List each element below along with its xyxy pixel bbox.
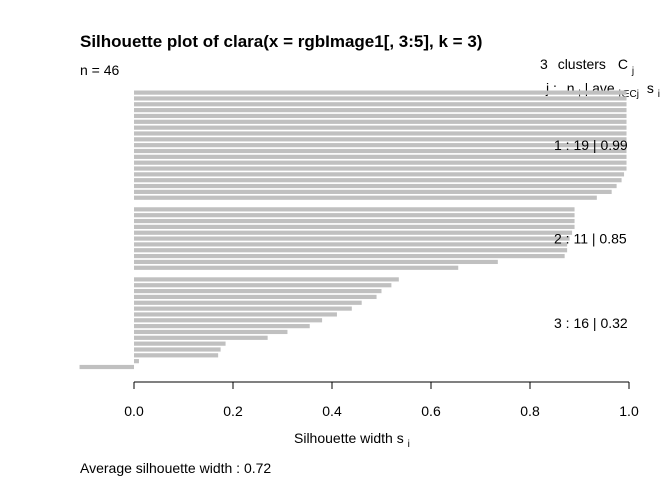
bar-cluster1-6 — [134, 119, 627, 124]
bar-cluster3-2 — [134, 283, 392, 288]
bar-cluster1-15 — [134, 172, 625, 177]
x-tick-label-2: 0.4 — [322, 403, 342, 419]
cluster-label-3: 3 : 16 | 0.32 — [554, 315, 628, 331]
bar-cluster3-7 — [134, 312, 337, 317]
bar-cluster3-10 — [134, 329, 288, 335]
bar-cluster3-1 — [134, 277, 399, 282]
bar-cluster3-13 — [134, 347, 221, 352]
bar-cluster1-18 — [134, 189, 612, 194]
bar-cluster1-2 — [134, 96, 627, 101]
legend-header-row1: 3 clusters C j — [540, 56, 634, 77]
chart-title: Silhouette plot of clara(x = rgbImage1[,… — [80, 32, 482, 51]
bar-cluster3-11 — [134, 335, 268, 340]
bar-cluster3-15 — [134, 359, 139, 364]
bar-cluster1-3 — [134, 102, 627, 107]
x-tick-label-3: 0.6 — [421, 403, 441, 419]
legend-n: n — [567, 80, 575, 96]
bar-cluster2-7 — [134, 242, 568, 247]
legend-c: C — [618, 56, 628, 72]
legend-ave-sub: i∈Cj — [619, 89, 639, 100]
bar-cluster2-5 — [134, 230, 573, 235]
bar-cluster2-3 — [134, 218, 575, 224]
legend-j: j : — [545, 80, 557, 96]
bar-cluster3-5 — [134, 300, 362, 305]
bar-cluster1-5 — [134, 113, 627, 119]
bar-cluster3-8 — [134, 318, 323, 323]
bar-cluster2-1 — [134, 207, 575, 212]
legend-c-sub: j — [631, 66, 634, 77]
legend-s: s — [647, 80, 654, 96]
legend-clusters-word: clusters — [558, 56, 606, 72]
x-axis-label-sub: i — [408, 439, 410, 450]
bar-cluster3-16 — [79, 364, 134, 370]
legend-s-sub: i — [658, 89, 660, 100]
bar-cluster2-2 — [134, 213, 575, 218]
x-tick-label-0: 0.0 — [124, 403, 144, 419]
bar-cluster1-11 — [134, 148, 627, 154]
bar-cluster3-6 — [134, 306, 352, 311]
x-axis-label-text: Silhouette width s — [294, 430, 404, 446]
cluster-label-2: 2 : 11 | 0.85 — [554, 231, 627, 247]
bar-cluster3-9 — [134, 324, 310, 329]
bar-cluster1-14 — [134, 166, 627, 171]
bar-cluster1-17 — [134, 183, 617, 189]
bar-cluster1-13 — [134, 160, 627, 165]
x-tick-label-5: 1.0 — [619, 403, 639, 419]
bar-cluster2-4 — [134, 224, 575, 229]
bar-cluster2-9 — [134, 253, 565, 259]
bar-cluster2-10 — [134, 259, 498, 265]
bar-cluster3-12 — [134, 341, 226, 346]
bar-cluster1-7 — [134, 125, 627, 130]
x-tick-label-1: 0.2 — [223, 403, 243, 419]
bar-cluster1-10 — [134, 143, 627, 148]
bar-cluster1-1 — [134, 90, 627, 95]
bar-cluster3-3 — [134, 288, 382, 294]
bar-cluster3-4 — [134, 294, 377, 300]
bar-cluster2-8 — [134, 248, 568, 253]
legend-cluster-count: 3 — [540, 56, 548, 72]
bar-cluster3-14 — [134, 353, 219, 358]
bar-cluster1-19 — [134, 195, 597, 200]
x-axis: 0.0 0.2 0.4 0.6 0.8 1.0 — [124, 381, 639, 419]
cluster-labels-group: 1 : 19 | 0.99 2 : 11 | 0.85 3 : 16 | 0.32 — [554, 137, 628, 331]
x-axis-label: Silhouette width s i — [294, 430, 410, 450]
bar-cluster2-6 — [134, 236, 570, 241]
x-tick-label-4: 0.8 — [520, 403, 540, 419]
cluster-label-1: 1 : 19 | 0.99 — [554, 137, 628, 153]
bar-cluster1-16 — [134, 178, 622, 183]
bar-cluster1-4 — [134, 108, 627, 113]
bar-cluster2-11 — [134, 265, 459, 270]
bars-group — [79, 90, 627, 370]
n-label: n = 46 — [80, 62, 120, 78]
average-silhouette-width: Average silhouette width : 0.72 — [80, 460, 271, 476]
bar-cluster1-8 — [134, 131, 627, 136]
bar-cluster1-9 — [134, 137, 627, 142]
bar-cluster1-12 — [134, 154, 627, 159]
